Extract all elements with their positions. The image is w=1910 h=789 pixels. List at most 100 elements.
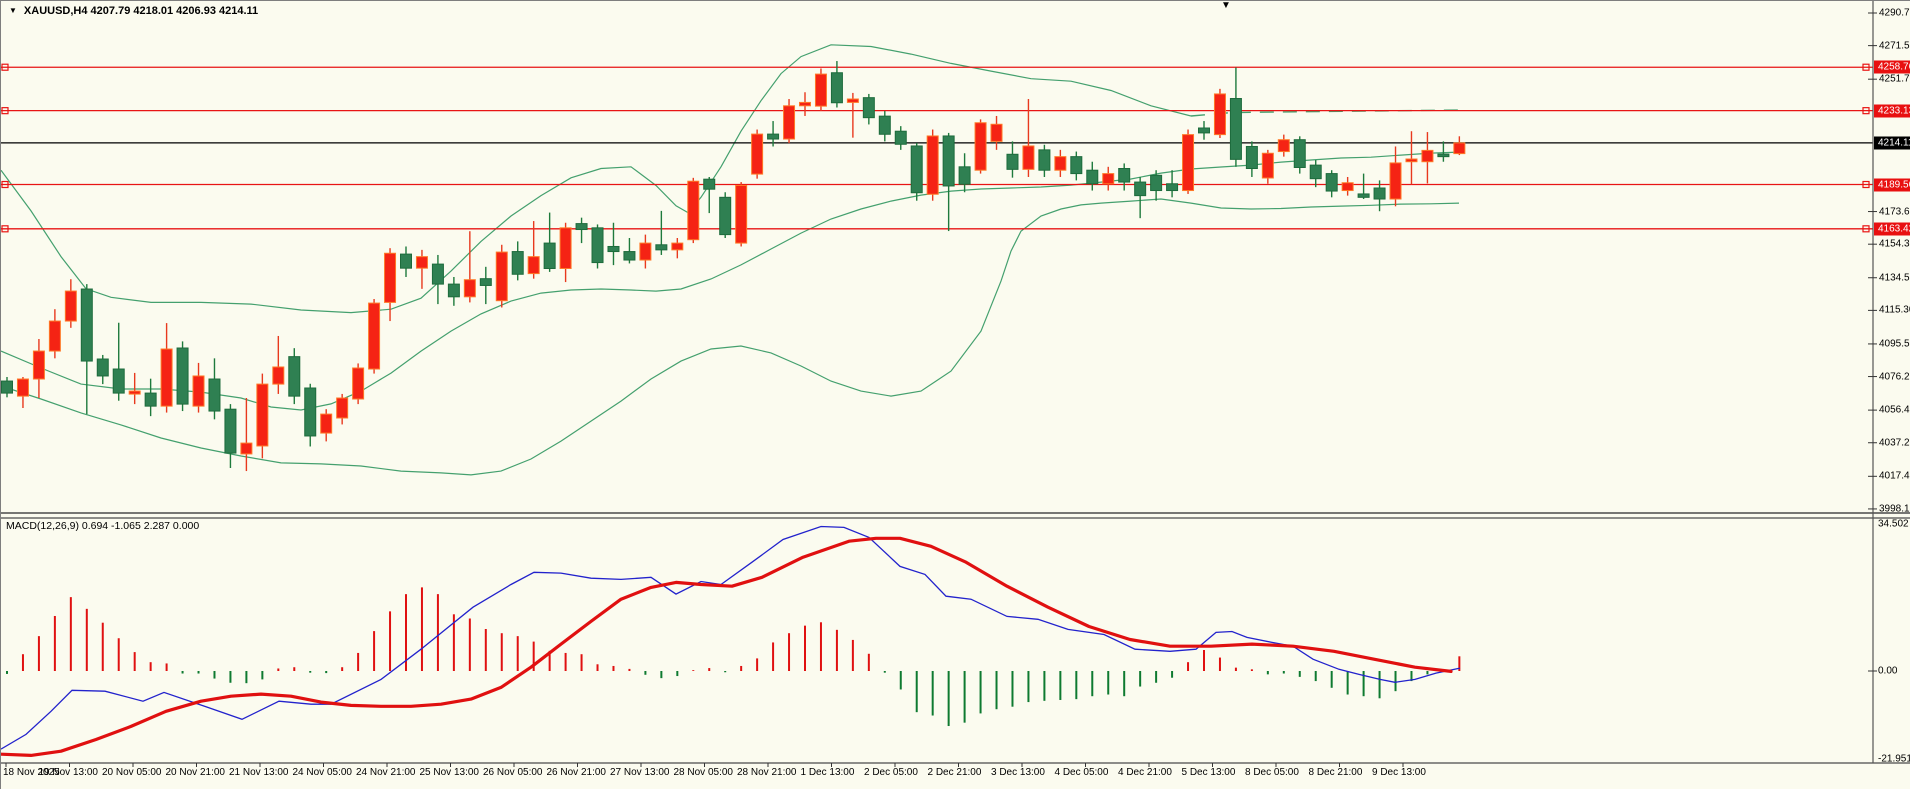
candle	[719, 196, 732, 236]
candle	[671, 242, 684, 251]
candle	[64, 290, 77, 322]
time-tick-label: 21 Nov 13:00	[229, 767, 289, 778]
candle	[990, 123, 1003, 142]
scroll-to-end-icon[interactable]: ▼	[1221, 0, 1231, 11]
price-tick-label: 4037.20	[1879, 437, 1910, 449]
candle	[1325, 173, 1338, 192]
level-price-badge: 4189.56	[1874, 178, 1910, 191]
macd-indicator-label: MACD(12,26,9) 0.694 -1.065 2.287 0.000	[6, 520, 200, 532]
price-tick-label: 4017.40	[1879, 470, 1910, 482]
candle	[479, 278, 492, 286]
candle	[926, 135, 939, 195]
candle	[272, 366, 285, 385]
candle	[639, 242, 652, 261]
candle	[96, 358, 109, 377]
current-price-badge: 4214.11	[1874, 136, 1910, 150]
time-tick-label: 8 Dec 21:00	[1308, 767, 1363, 778]
candle	[543, 242, 556, 270]
candle	[527, 256, 540, 275]
candle	[1261, 152, 1274, 179]
candle	[320, 413, 333, 434]
candle	[1357, 193, 1370, 198]
candle	[224, 408, 237, 454]
time-tick-label: 28 Nov 05:00	[673, 767, 734, 778]
macd-tick-label: -21.951	[1878, 753, 1910, 765]
time-tick-label: 3 Dec 13:00	[991, 767, 1045, 778]
price-tick-label: 4115.30	[1879, 304, 1910, 316]
candle	[1453, 142, 1466, 155]
candle	[1277, 139, 1290, 153]
time-tick-label: 1 Dec 13:00	[800, 767, 855, 778]
candle	[1198, 127, 1210, 134]
candle	[1, 380, 13, 394]
time-tick-label: 28 Nov 21:00	[737, 767, 797, 778]
candle	[687, 180, 700, 241]
candle	[767, 133, 780, 140]
time-tick-label: 24 Nov 05:00	[292, 767, 353, 778]
price-tick-label: 4134.55	[1879, 272, 1910, 284]
candle	[607, 245, 620, 253]
candle	[208, 378, 221, 412]
chart-legend: ▼ XAUUSD,H4 4207.79 4218.01 4206.93 4214…	[9, 5, 258, 17]
time-tick-label: 2 Dec 21:00	[927, 767, 982, 778]
candle	[176, 347, 189, 405]
time-tick-label: 4 Dec 05:00	[1054, 767, 1109, 778]
candle	[511, 251, 524, 275]
candle	[1038, 149, 1051, 171]
candle	[400, 253, 412, 269]
candle	[1150, 174, 1163, 192]
time-tick-label: 2 Dec 05:00	[864, 767, 918, 778]
candle	[192, 375, 205, 407]
candle	[463, 279, 476, 298]
time-tick-label: 25 Nov 13:00	[419, 767, 480, 778]
candle	[799, 101, 811, 107]
candle	[735, 184, 748, 244]
candle	[1293, 139, 1306, 168]
time-tick-label: 24 Nov 21:00	[356, 767, 416, 778]
candle	[1421, 149, 1434, 163]
time-tick-label: 19 Nov 13:00	[38, 767, 99, 778]
time-tick-label: 8 Dec 05:00	[1245, 767, 1299, 778]
candle	[336, 397, 349, 419]
candle	[942, 135, 955, 187]
candle	[1309, 164, 1322, 180]
candle	[1182, 134, 1195, 192]
price-tick-label: 4076.25	[1879, 371, 1910, 383]
candle	[623, 251, 636, 261]
candle	[1166, 183, 1179, 192]
candle	[1054, 156, 1067, 171]
time-tick-label: 5 Dec 13:00	[1181, 767, 1236, 778]
candle	[256, 383, 269, 447]
candle	[1086, 169, 1099, 185]
time-tick-label: 26 Nov 21:00	[546, 767, 607, 778]
candle	[415, 256, 428, 269]
candle	[1213, 93, 1226, 136]
symbol-dropdown-icon[interactable]: ▼	[9, 6, 17, 15]
candle	[16, 378, 29, 397]
candle	[894, 130, 907, 145]
candle	[112, 368, 125, 394]
candle	[783, 105, 796, 140]
candle	[1070, 156, 1083, 175]
price-tick-label: 4290.75	[1879, 7, 1910, 19]
candle	[80, 288, 93, 362]
candle	[32, 350, 45, 380]
candle	[878, 115, 891, 135]
candle	[1373, 187, 1386, 200]
time-tick-label: 26 Nov 05:00	[483, 767, 543, 778]
level-price-badge: 4163.42	[1874, 222, 1910, 236]
candle	[288, 356, 301, 397]
candle	[1245, 145, 1258, 170]
time-tick-label: 20 Nov 05:00	[102, 767, 162, 778]
candle	[830, 72, 843, 104]
candle	[1229, 98, 1242, 160]
candle	[128, 390, 141, 395]
candle	[160, 348, 173, 407]
candle	[958, 166, 971, 185]
candle	[1405, 158, 1418, 163]
candle	[48, 320, 61, 352]
time-tick-label: 18 Nov 2025	[3, 767, 60, 778]
candle	[575, 223, 588, 231]
